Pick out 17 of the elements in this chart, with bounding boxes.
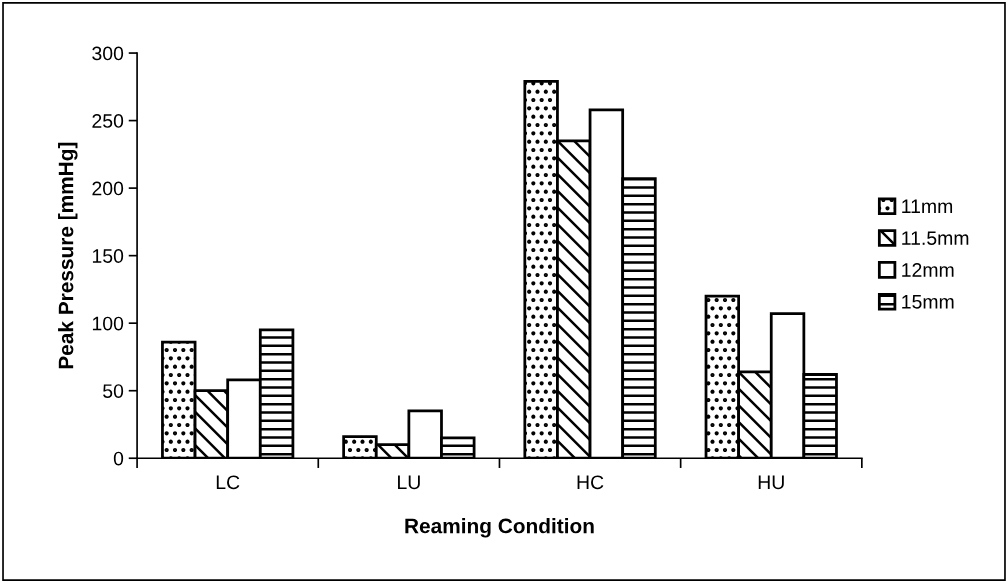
x-tick-label: LU: [398, 475, 420, 490]
x-tick-label: HC: [577, 475, 604, 490]
y-tick-label: 250: [92, 114, 124, 128]
legend-label: 11mm: [902, 199, 953, 213]
y-tick-label: 150: [92, 249, 124, 263]
y-tick-label: 100: [92, 316, 124, 331]
legend-label: 11.5mm: [902, 231, 969, 245]
y-tick-label: 0: [113, 451, 124, 466]
y-tick-label: 50: [103, 384, 124, 398]
x-tick-label: LC: [216, 475, 240, 490]
x-axis-title: Reaming Condition: [405, 518, 594, 538]
legend-label: 12mm: [902, 263, 954, 277]
legend-label: 15mm: [902, 295, 954, 309]
y-axis-title: Peak Pressure [mmHg]: [58, 142, 78, 369]
y-tick-label: 300: [92, 46, 124, 61]
x-tick-label: HU: [758, 475, 784, 490]
y-tick-label: 200: [92, 181, 124, 196]
